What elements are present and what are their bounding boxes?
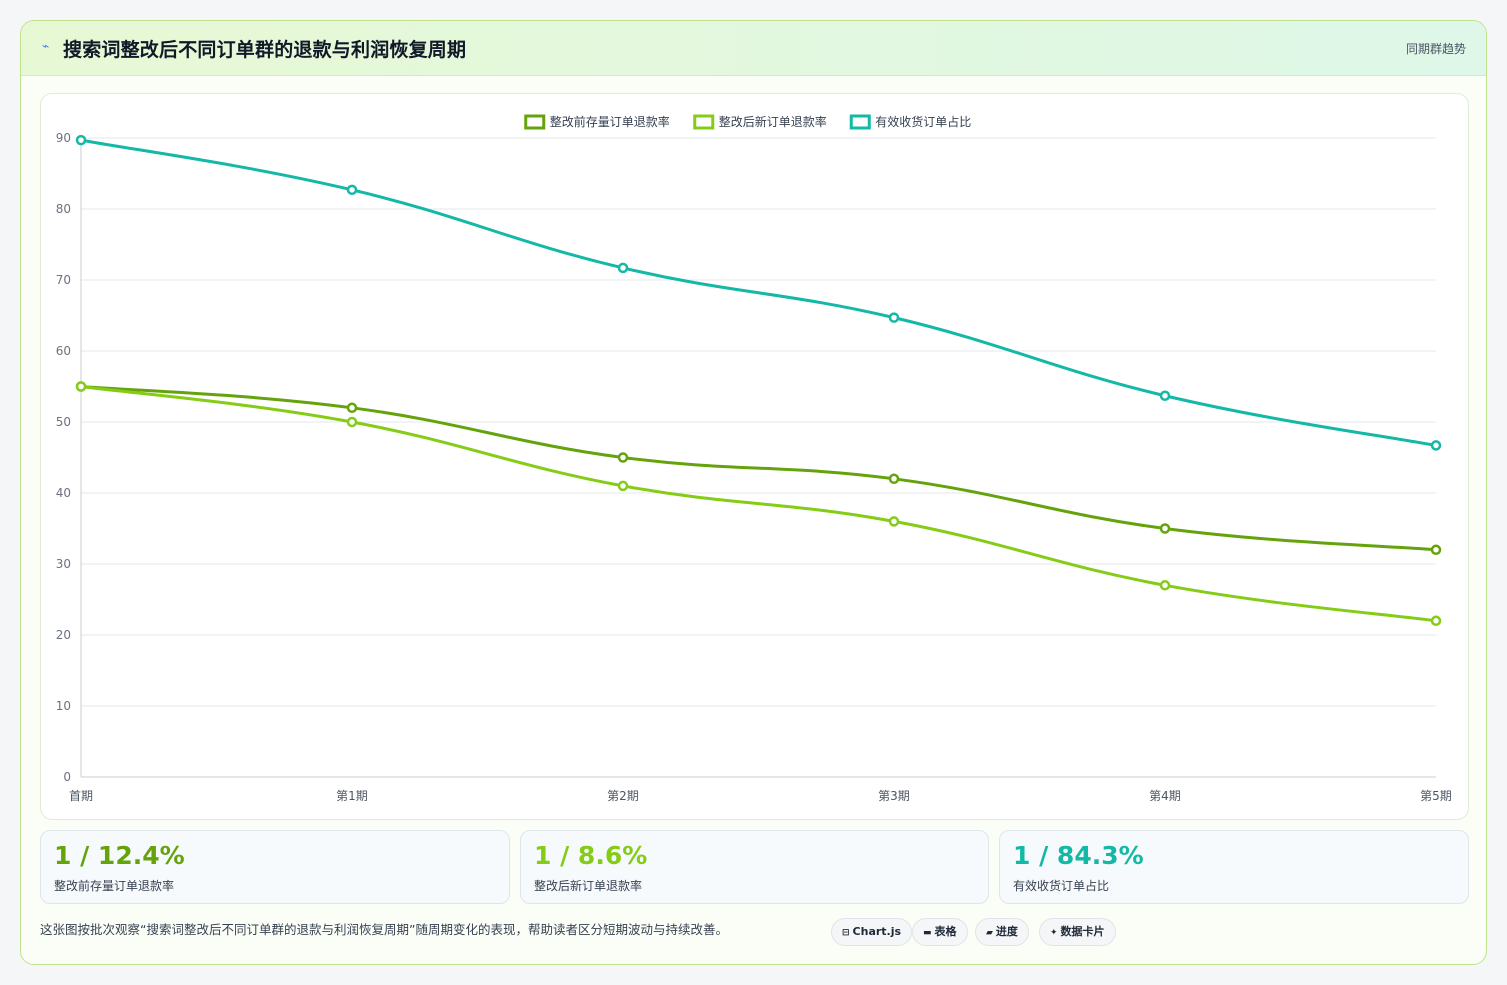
tag-progress[interactable]: ▰ 进度 <box>975 918 1029 946</box>
kpi-label: 整改前存量订单退款率 <box>54 879 175 893</box>
data-point-0 <box>1430 544 1442 556</box>
tag-table[interactable]: ▬ 表格 <box>912 918 968 946</box>
kpi-card-1: 1 / 8.6% 整改后新订单退款率 <box>520 830 989 904</box>
legend-label-0: 整改前存量订单退款率 <box>550 114 670 129</box>
x-tick-label: 第5期 <box>1420 789 1452 803</box>
x-tick-label: 第1期 <box>336 789 368 803</box>
y-tick-label: 30 <box>56 557 71 571</box>
legend-swatch-2 <box>849 114 871 130</box>
kpi-label: 整改后新订单退款率 <box>534 879 643 893</box>
chart-note: 这张图按批次观察“搜索词整改后不同订单群的退款与利润恢复周期”随周期变化的表现，… <box>40 922 728 937</box>
kpi-value: 1 / 84.3% <box>1013 841 1144 870</box>
line-chart: 0 10 20 30 40 50 60 70 80 90 首期 第1期 第2期 第3期 第4期 第5期 整改前存… <box>56 114 1452 803</box>
legend-swatch-1 <box>693 114 715 130</box>
kpi-value: 1 / 8.6% <box>534 841 648 870</box>
sparkline-icon: ⌁ <box>42 39 50 53</box>
data-point-0 <box>617 452 629 463</box>
kpi-value: 1 / 12.4% <box>54 841 185 870</box>
data-point-2 <box>75 134 87 146</box>
tag-label: 数据卡片 <box>1060 925 1105 938</box>
tag-label: 表格 <box>934 925 957 938</box>
legend-label-1: 整改后新订单退款率 <box>719 114 827 129</box>
y-tick-label: 0 <box>63 770 71 784</box>
legend-swatch-0 <box>524 114 546 130</box>
tag-label: Chart.js <box>852 925 902 938</box>
data-point-0 <box>346 402 358 414</box>
data-point-1 <box>1430 615 1442 627</box>
data-point-1 <box>75 381 87 392</box>
kpi-card-0: 1 / 12.4% 整改前存量订单退款率 <box>40 830 510 904</box>
tag-label: 进度 <box>995 925 1018 938</box>
data-point-2 <box>1159 390 1171 401</box>
tag-chartjs[interactable]: ⊟ Chart.js <box>831 918 913 946</box>
x-tick-label: 第4期 <box>1149 789 1181 803</box>
kpi-label: 有效收货订单占比 <box>1013 879 1110 893</box>
x-tick-label: 第2期 <box>607 789 639 803</box>
chart-icon: ⊟ <box>842 928 850 938</box>
series-line-1 <box>80 385 1437 623</box>
chart-area: 0 10 20 30 40 50 60 70 80 90 首期 第1期 第2期 第3期 第4期 第5期 整改前存… <box>40 93 1469 820</box>
data-point-1 <box>1159 580 1171 591</box>
y-tick-label: 50 <box>56 415 71 429</box>
series-line-2 <box>80 138 1437 447</box>
chart-title: 搜索词整改后不同订单群的退款与利润恢复周期 <box>63 39 467 61</box>
y-tick-label: 60 <box>56 344 71 358</box>
chart-card: ⌁ 搜索词整改后不同订单群的退款与利润恢复周期 同期群趋势 0 10 20 30 40 5… <box>20 20 1487 965</box>
x-tick-label: 第3期 <box>878 789 910 803</box>
y-tick-label: 70 <box>56 273 71 287</box>
data-card-icon: ✦ <box>1050 928 1058 938</box>
table-icon: ▬ <box>923 928 932 938</box>
data-point-2 <box>888 312 900 323</box>
y-tick-label: 10 <box>56 699 71 713</box>
data-point-0 <box>888 473 900 485</box>
kpi-card-2: 1 / 84.3% 有效收货订单占比 <box>999 830 1469 904</box>
series-line-0 <box>80 385 1437 552</box>
data-point-1 <box>346 416 358 428</box>
data-point-0 <box>1159 523 1171 534</box>
data-point-1 <box>617 480 629 492</box>
y-tick-label: 40 <box>56 486 71 500</box>
card-header: ⌁ 搜索词整改后不同订单群的退款与利润恢复周期 同期群趋势 <box>21 21 1486 76</box>
y-tick-label: 80 <box>56 202 71 216</box>
legend-label-2: 有效收货订单占比 <box>875 114 971 129</box>
data-point-1 <box>888 516 900 527</box>
data-point-2 <box>346 184 358 196</box>
data-point-2 <box>617 262 629 274</box>
y-tick-label: 90 <box>56 131 71 145</box>
progress-icon: ▰ <box>986 928 993 938</box>
y-tick-label: 20 <box>56 628 71 642</box>
tag-data-card[interactable]: ✦ 数据卡片 <box>1039 918 1116 946</box>
kpi-row: 1 / 12.4% 整改前存量订单退款率 1 / 8.6% 整改后新订单退款率 … <box>40 830 1469 904</box>
x-tick-label: 首期 <box>69 789 93 803</box>
data-point-2 <box>1430 440 1442 451</box>
chart-subtitle: 同期群趋势 <box>1405 42 1466 56</box>
